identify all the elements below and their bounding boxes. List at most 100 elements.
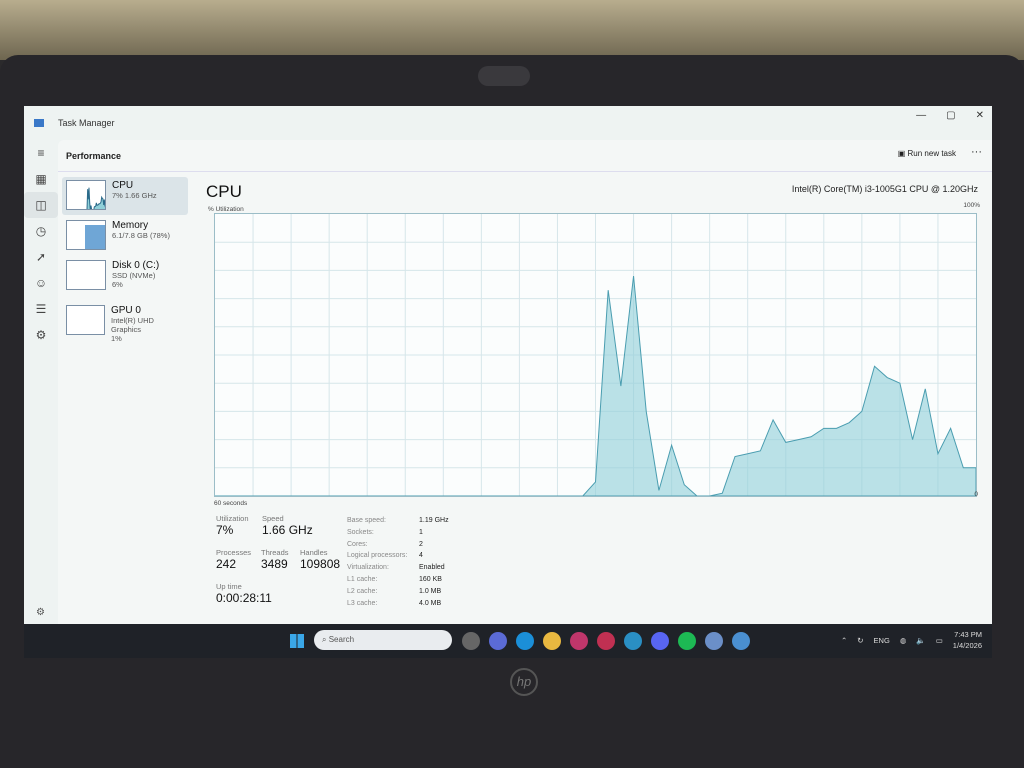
stat-label: Utilization: [216, 514, 249, 523]
run-new-task-label: Run new task: [907, 149, 956, 158]
chevron-up-icon[interactable]: ⌃: [840, 635, 848, 645]
spec-label: Base speed:: [347, 517, 386, 524]
stat-label: Speed: [262, 514, 284, 523]
device-detail: SSD (NVMe): [112, 271, 156, 280]
users-icon[interactable]: ☺: [34, 276, 48, 290]
start-button[interactable]: [290, 634, 304, 648]
spec-label: Sockets:: [347, 528, 374, 536]
memory-thumbnail: [66, 220, 106, 250]
startup-icon[interactable]: ➚: [35, 250, 47, 264]
taskbar: ⌕ Search ⌃ ↻ ENG ◍ 🔈 ▭ 7:43 PM 1/4/2026: [24, 624, 992, 658]
spec-label: Logical processors:: [347, 552, 408, 560]
cpu-model: Intel(R) Core(TM) i3-1005G1 CPU @ 1.20GH…: [791, 184, 978, 194]
task-manager-icon[interactable]: [732, 632, 750, 650]
stat-value: 7%: [216, 523, 234, 537]
stat-processes: Processes 242: [216, 548, 251, 571]
time: 7:43 PM: [954, 630, 982, 639]
date: 1/4/2026: [952, 641, 982, 650]
device-disk[interactable]: Disk 0 (C:) SSD (NVMe) 6%: [62, 257, 188, 299]
language-indicator[interactable]: ENG: [873, 635, 890, 645]
spotify-icon[interactable]: [678, 632, 696, 650]
spec-label: Cores:: [347, 540, 368, 548]
stat-threads: Threads 3489: [261, 548, 289, 571]
stat-value: 0:00:28:11: [216, 591, 272, 605]
network-icon[interactable]: ◍: [899, 635, 907, 645]
spec-row: Virtualization: Enabled: [347, 562, 449, 574]
device-name: Memory: [112, 220, 149, 231]
gpu-thumbnail: [66, 305, 105, 335]
device-detail: Intel(R) UHD Graphics: [110, 316, 154, 334]
task-view-icon[interactable]: [462, 632, 480, 650]
opera-icon[interactable]: [570, 632, 588, 650]
services-icon[interactable]: ⚙: [35, 328, 47, 342]
app-icon[interactable]: [597, 632, 615, 650]
run-new-task-button[interactable]: ▣ Run new task: [897, 149, 956, 158]
taskbar-search[interactable]: ⌕ Search: [314, 630, 452, 650]
app-history-icon[interactable]: ◷: [35, 224, 47, 238]
more-options-button[interactable]: ···: [971, 146, 982, 158]
stat-value: 109808: [300, 557, 341, 571]
discord-icon[interactable]: [651, 632, 669, 650]
spec-value: Enabled: [419, 564, 445, 572]
device-name: GPU 0: [110, 305, 141, 316]
cpu-thumbnail-area: [86, 187, 105, 209]
battery-icon[interactable]: ▭: [935, 635, 943, 645]
spec-row: Logical processors: 4: [347, 550, 449, 562]
file-explorer-icon[interactable]: [543, 632, 561, 650]
details-icon[interactable]: ☰: [35, 302, 47, 316]
spec-label: L2 cache:: [347, 587, 378, 595]
device-detail: 6.1/7.8 GB (78%): [112, 231, 170, 240]
close-button[interactable]: ✕: [975, 110, 984, 121]
disk-thumbnail: [66, 260, 106, 290]
spec-row: Sockets: 1: [347, 527, 449, 539]
processes-icon[interactable]: ▦: [35, 172, 47, 186]
hp-logo: hp: [510, 668, 538, 696]
wall-background: [0, 0, 1024, 60]
device-gpu[interactable]: GPU 0 Intel(R) UHD Graphics 1%: [62, 302, 188, 344]
y-axis-label: % Utilization: [208, 206, 244, 213]
stat-value: 1.66 GHz: [262, 523, 313, 537]
page-title: Performance: [66, 150, 122, 161]
stat-speed: Speed 1.66 GHz: [262, 514, 313, 537]
stat-utilization: Utilization 7%: [216, 514, 249, 537]
spec-row: L2 cache: 1.0 MB: [347, 586, 449, 598]
settings-icon[interactable]: ⚙: [36, 607, 45, 618]
spec-label: L1 cache:: [347, 575, 378, 583]
volume-icon[interactable]: 🔈: [916, 635, 926, 645]
window-title: Task Manager: [58, 118, 115, 128]
stat-label: Processes: [216, 548, 252, 557]
spec-row: Base speed: 1.19 GHz: [347, 515, 449, 527]
performance-icon[interactable]: ◫: [24, 192, 58, 218]
stat-label: Threads: [261, 548, 289, 557]
y-max-label: 100%: [963, 202, 980, 209]
menu-icon[interactable]: ≡: [37, 146, 45, 160]
cpu-specs: Base speed: 1.19 GHz Sockets: 1 Cores: 2 Logic…: [347, 515, 449, 609]
stat-value: 242: [216, 557, 237, 571]
cpu-utilization-graph: [214, 213, 977, 497]
device-cpu[interactable]: CPU 7% 1.66 GHz: [62, 177, 188, 215]
cpu-heading: CPU: [206, 182, 242, 201]
stat-uptime: Up time 0:00:28:11: [216, 582, 272, 605]
screen: Task Manager — ▢ ✕ ≡ ▦ ◫ ◷ ➚ ☺ ☰ ⚙ ⚙ Per…: [24, 106, 992, 658]
device-name: Disk 0 (C:): [112, 260, 160, 271]
spec-value: 4: [419, 552, 423, 560]
device-usage: 1%: [110, 334, 122, 343]
edge-icon[interactable]: [516, 632, 534, 650]
ccleaner-icon[interactable]: [624, 632, 642, 650]
spec-row: L3 cache: 4.0 MB: [347, 598, 449, 610]
task-manager-icon: [34, 119, 44, 127]
maximize-button[interactable]: ▢: [946, 110, 956, 121]
minimize-button[interactable]: —: [916, 110, 927, 121]
settings-icon[interactable]: [705, 632, 723, 650]
spec-value: 1.0 MB: [419, 587, 442, 595]
clock[interactable]: 7:43 PM 1/4/2026: [953, 629, 982, 651]
search-icon: ⌕: [322, 635, 329, 644]
x-axis-label: 60 seconds: [214, 500, 248, 507]
cpu-thumbnail: [66, 180, 106, 210]
sync-icon[interactable]: ↻: [857, 635, 864, 645]
spec-value: 1.19 GHz: [419, 517, 449, 524]
teams-icon[interactable]: [489, 632, 507, 650]
device-usage: 6%: [112, 280, 123, 289]
spec-value: 1: [419, 528, 423, 536]
device-memory[interactable]: Memory 6.1/7.8 GB (78%): [62, 217, 188, 255]
